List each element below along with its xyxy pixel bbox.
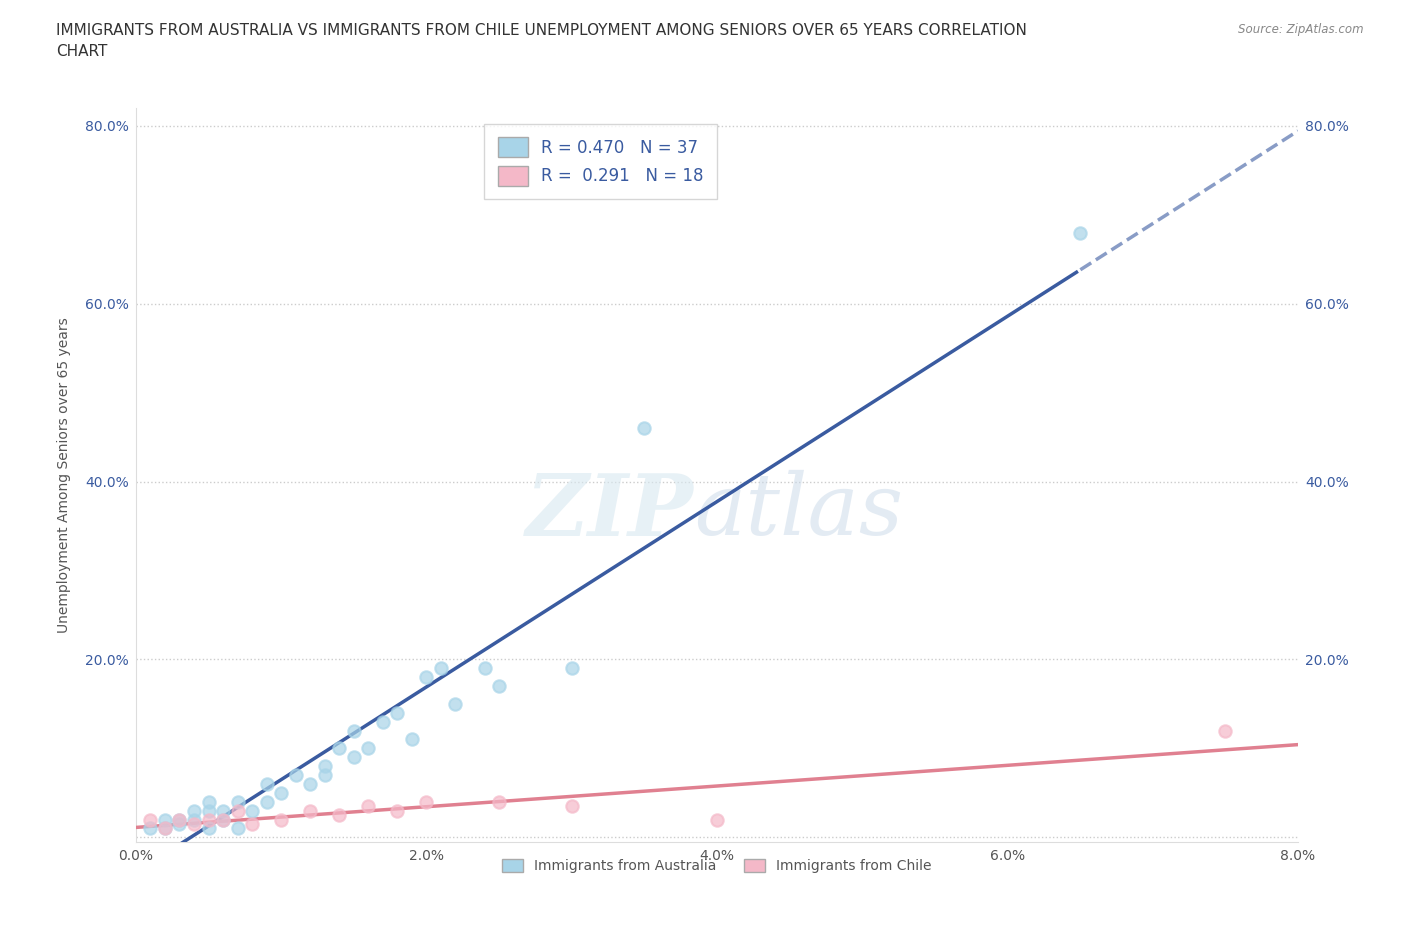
Point — [240, 817, 263, 831]
Point — [561, 661, 583, 676]
Point — [328, 807, 350, 822]
Point — [1069, 225, 1091, 240]
Text: ZIP: ZIP — [526, 470, 693, 553]
Point — [387, 804, 409, 818]
Point — [328, 741, 350, 756]
Point — [153, 821, 176, 836]
Point — [240, 804, 263, 818]
Point — [197, 812, 219, 827]
Point — [401, 732, 423, 747]
Point — [183, 812, 205, 827]
Point — [299, 804, 322, 818]
Point — [430, 661, 453, 676]
Point — [139, 821, 162, 836]
Text: IMMIGRANTS FROM AUSTRALIA VS IMMIGRANTS FROM CHILE UNEMPLOYMENT AMONG SENIORS OV: IMMIGRANTS FROM AUSTRALIA VS IMMIGRANTS … — [56, 23, 1028, 60]
Point — [226, 804, 249, 818]
Point — [706, 812, 728, 827]
Point — [183, 804, 205, 818]
Point — [183, 817, 205, 831]
Point — [343, 724, 366, 738]
Point — [444, 697, 467, 711]
Point — [284, 767, 307, 782]
Point — [633, 420, 655, 435]
Point — [299, 777, 322, 791]
Point — [197, 804, 219, 818]
Point — [561, 799, 583, 814]
Text: Source: ZipAtlas.com: Source: ZipAtlas.com — [1239, 23, 1364, 36]
Point — [256, 777, 278, 791]
Point — [197, 794, 219, 809]
Point — [415, 794, 437, 809]
Point — [169, 812, 191, 827]
Point — [212, 812, 235, 827]
Point — [371, 714, 394, 729]
Point — [153, 821, 176, 836]
Point — [357, 741, 380, 756]
Point — [226, 794, 249, 809]
Point — [415, 670, 437, 684]
Point — [212, 804, 235, 818]
Point — [270, 786, 292, 801]
Point — [387, 705, 409, 720]
Point — [139, 812, 162, 827]
Point — [197, 821, 219, 836]
Point — [1215, 724, 1237, 738]
Point — [488, 794, 510, 809]
Point — [474, 661, 496, 676]
Point — [153, 812, 176, 827]
Point — [314, 767, 336, 782]
Point — [169, 817, 191, 831]
Point — [212, 812, 235, 827]
Point — [226, 821, 249, 836]
Point — [169, 812, 191, 827]
Point — [314, 759, 336, 774]
Point — [343, 750, 366, 764]
Point — [256, 794, 278, 809]
Point — [357, 799, 380, 814]
Point — [488, 679, 510, 694]
Y-axis label: Unemployment Among Seniors over 65 years: Unemployment Among Seniors over 65 years — [58, 317, 72, 632]
Text: atlas: atlas — [693, 471, 903, 553]
Point — [270, 812, 292, 827]
Legend: Immigrants from Australia, Immigrants from Chile: Immigrants from Australia, Immigrants fr… — [496, 854, 938, 879]
